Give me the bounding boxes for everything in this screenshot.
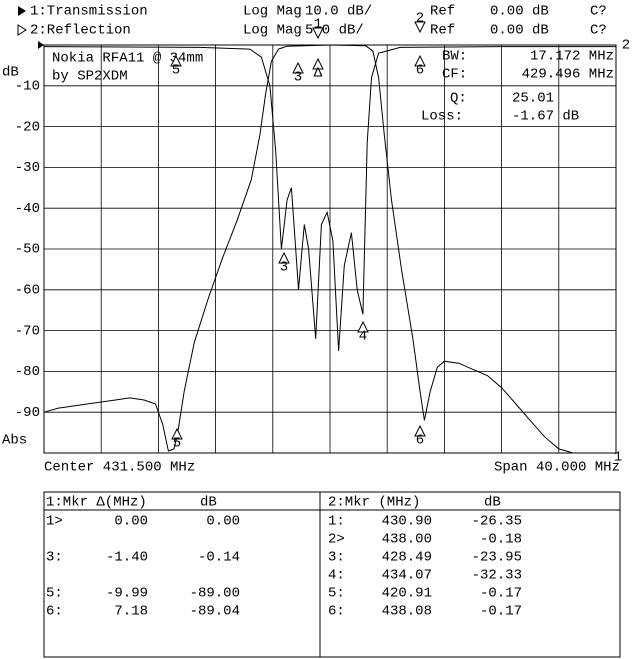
table-cell: 6: — [328, 604, 345, 620]
table-cell: 438.00 — [382, 532, 432, 548]
header-ref-label: Ref — [430, 23, 455, 39]
table-cell: 438.08 — [382, 604, 432, 620]
y-tick-label: -70 — [15, 323, 40, 339]
marker-label: 6 — [416, 63, 424, 79]
marker-label: 1 — [614, 450, 622, 466]
marker-symbol — [292, 61, 304, 74]
y-axis-label: dB — [2, 65, 19, 81]
ref-pointer — [38, 41, 44, 49]
marker-label: 1 — [314, 17, 322, 33]
table-header: 1:Mkr Δ(MHz) — [46, 495, 147, 511]
table-cell: 428.49 — [382, 550, 432, 566]
marker-table-frame — [43, 491, 621, 658]
table-cell: -0.17 — [480, 586, 522, 602]
table-cell: 1> — [46, 514, 63, 530]
marker-symbol — [414, 21, 426, 34]
table-header: 2:Mkr (MHz) — [328, 495, 420, 511]
table-cell: -89.04 — [190, 604, 240, 620]
y-tick-label: -90 — [15, 405, 40, 421]
header-cal: C? — [590, 23, 607, 39]
table-cell: 1: — [328, 514, 345, 530]
marker-label: 3 — [280, 260, 288, 276]
marker-label: 6 — [416, 433, 424, 449]
y-tick-label: -80 — [15, 364, 40, 380]
y-tick-label: -30 — [15, 160, 40, 176]
table-cell: 5: — [328, 586, 345, 602]
table-cell: 4: — [328, 568, 345, 584]
y-tick-label: -10 — [15, 79, 40, 95]
info-value: 429.496 MHz — [522, 67, 614, 83]
info-value: 25.01 — [512, 91, 554, 107]
header-trace: 1:Transmission — [30, 4, 148, 20]
y-tick-label: -40 — [15, 201, 40, 217]
table-cell: 3: — [46, 550, 63, 566]
table-cell: 0.00 — [114, 514, 148, 530]
table-cell: 430.90 — [382, 514, 432, 530]
format-label: Abs — [2, 433, 27, 449]
marker-symbol — [171, 427, 183, 440]
header-ref: 0.00 dB — [490, 23, 549, 39]
table-header: dB — [484, 495, 501, 511]
table-cell: -32.33 — [472, 568, 522, 584]
header-ref: 0.00 dB — [490, 4, 549, 20]
table-cell: 5: — [46, 586, 63, 602]
table-cell: -26.35 — [472, 514, 522, 530]
marker-label: 3 — [294, 70, 302, 86]
marker-label: Δ — [314, 66, 323, 82]
marker-symbol — [414, 424, 426, 437]
plot-subtitle: by SP2XDM — [52, 69, 128, 85]
trace2-indicator — [17, 24, 27, 36]
info-label: CF: — [442, 67, 467, 83]
info-value: 17.172 MHz — [530, 49, 614, 65]
table-cell: -89.00 — [190, 586, 240, 602]
marker-symbol — [170, 54, 182, 67]
plot-title: Nokia RFA11 @ 34mm — [52, 51, 203, 67]
marker-label: 5 — [173, 436, 181, 452]
header-trace: 2:Reflection — [30, 23, 131, 39]
marker-symbol — [357, 320, 369, 333]
y-tick-label: -50 — [15, 242, 40, 258]
marker-symbol — [414, 54, 426, 67]
info-label: BW: — [442, 49, 467, 65]
table-cell: 2> — [328, 532, 345, 548]
table-cell: -0.18 — [480, 532, 522, 548]
header-format: Log Mag — [243, 23, 302, 39]
header-scale: 10.0 dB/ — [305, 4, 372, 20]
trace1-indicator — [18, 6, 26, 16]
marker-label: 2 — [416, 11, 424, 27]
header-cal: C? — [590, 4, 607, 20]
y-tick-label: -60 — [15, 283, 40, 299]
info-label: Q: — [450, 91, 467, 107]
y-tick-label: -20 — [15, 119, 40, 135]
marker-symbol — [312, 27, 324, 40]
marker-symbol — [312, 57, 324, 70]
table-cell: -0.14 — [198, 550, 240, 566]
marker-label: 4 — [359, 329, 367, 345]
trace-line — [43, 44, 616, 454]
table-cell: 7.18 — [114, 604, 148, 620]
table-cell: 6: — [46, 604, 63, 620]
marker-label: 5 — [172, 63, 180, 79]
header-format: Log Mag — [243, 4, 302, 20]
x-start-label: Center 431.500 MHz — [44, 460, 195, 476]
table-cell: 3: — [328, 550, 345, 566]
info-label: Loss: — [421, 109, 463, 125]
trace-line — [43, 46, 616, 352]
x-end-label: Span 40.000 MHz — [494, 460, 620, 476]
table-cell: -1.40 — [106, 550, 148, 566]
table-cell: 0.00 — [206, 514, 240, 530]
table-cell: -0.17 — [480, 604, 522, 620]
info-value: -1.67 dB — [512, 109, 579, 125]
table-cell: -9.99 — [106, 586, 148, 602]
header-ref-label: Ref — [430, 4, 455, 20]
marker-symbol — [278, 251, 290, 264]
table-cell: -23.95 — [472, 550, 522, 566]
table-cell: 434.07 — [382, 568, 432, 584]
marker-label: 2 — [622, 38, 630, 54]
table-header: dB — [200, 495, 217, 511]
table-cell: 420.91 — [382, 586, 432, 602]
